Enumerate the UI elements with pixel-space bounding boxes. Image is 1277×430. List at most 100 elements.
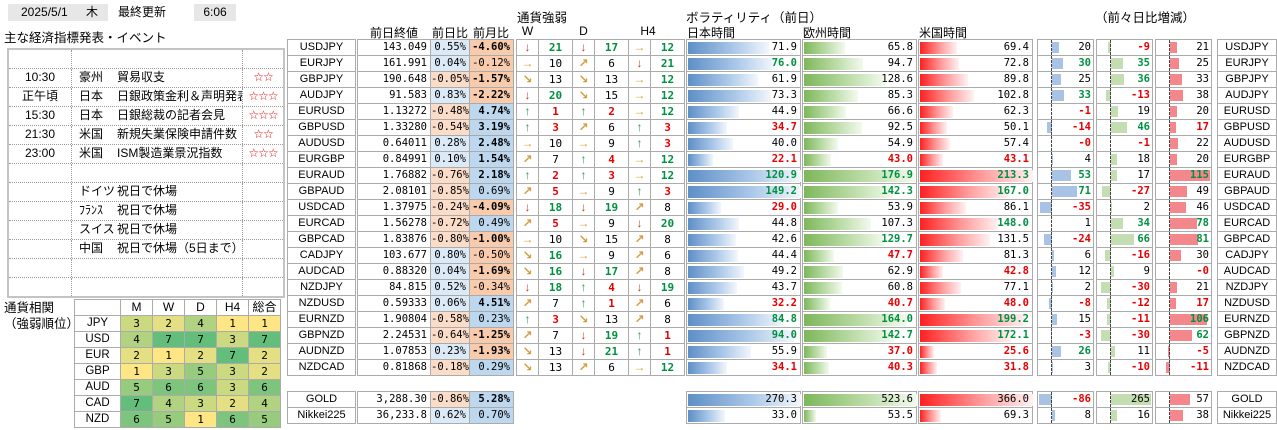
change-bar [1039,394,1052,405]
vol-value: 81.3 [1003,249,1029,261]
vol-bar [804,298,830,310]
vol-value: 44.9 [771,105,797,117]
strength-rank: 3 [650,183,685,200]
change-value: 2 [1143,201,1150,213]
vol-cell: 65.8 [802,39,917,56]
zero-axis-line [1051,120,1052,135]
event-time [9,278,72,296]
corr-currency-label: AUD [74,379,121,396]
close-cell: 0.59333 [357,295,431,312]
zero-axis-line [1169,264,1170,279]
zero-axis-line [1110,328,1111,343]
event-country: 豪州 [79,70,104,84]
change-bar [1170,314,1208,325]
change-bar [1052,170,1071,181]
vol-cell: 48.0 [918,295,1033,312]
change-cell: 78 [1155,215,1212,232]
vol-cell: 25.6 [918,343,1033,360]
strength-rank: 3 [594,167,629,184]
close-cell: 1.07853 [357,343,431,360]
vol-bar [920,138,950,150]
zero-axis-line [1110,296,1111,311]
vol-cell: 72.8 [918,55,1033,72]
pair-label-right: EURUSD [1217,103,1277,120]
strength-rank: 2 [538,167,573,184]
change-cell: 49 [1155,183,1212,200]
change-value: 33 [1078,89,1091,101]
strength-rank: 8 [650,199,685,216]
vol-bar [804,90,858,102]
strength-arrow-cell: ↑ [572,295,595,312]
change-cell: -10 [1096,359,1153,376]
change-cell: 53 [1037,167,1094,184]
strength-rank: 7 [538,295,573,312]
change-value: -14 [1072,121,1091,133]
strength-arrow-cell: ↑ [628,135,651,152]
corr-cell: 3 [216,363,249,380]
change-bar [1052,186,1077,197]
vol-value: 176.9 [881,169,913,181]
strength-col-d: D [579,24,588,38]
change-value: 62 [1196,329,1209,341]
strength-arrow-cell: ↑ [572,167,595,184]
event-row [9,278,283,296]
change-cell: 15 [1037,311,1094,328]
day-change-cell: 0.04% [430,55,470,72]
change-bar [1052,266,1057,277]
vol-bar [920,74,968,86]
day-change-cell: -0.54% [430,119,470,136]
close-cell: 84.815 [357,279,431,296]
vol-cell: 129.7 [802,231,917,248]
change-value: -30 [1131,329,1150,341]
strength-arrow-cell: ↑ [572,103,595,120]
change-value: 15 [1078,313,1091,325]
change-value: 17 [1137,169,1150,181]
vol-value: 62.3 [1003,105,1029,117]
vol-cell: 120.9 [686,167,801,184]
strength-right-arrow-icon: → [633,40,646,54]
pair-label: GBPCAD [287,231,356,248]
event-row [9,259,283,278]
change-cell: 17 [1155,295,1212,312]
zero-axis-line [1110,88,1111,103]
zero-axis-line [1169,232,1170,247]
vol-cell: 44.8 [686,215,801,232]
corr-cell: 4 [184,315,217,332]
change-cell: 25 [1155,55,1212,72]
strength-arrow-cell: ↑ [572,151,595,168]
change-bar [1101,186,1111,197]
vol-bar [804,42,845,54]
strength-rank: 4 [594,151,629,168]
strength-arrow-cell: → [516,135,539,152]
pair-label-right: AUDJPY [1217,87,1277,104]
vol-cell: 89.8 [918,71,1033,88]
strength-rank: 6 [594,55,629,72]
vol-cell: 77.1 [918,279,1033,296]
strength-down-right-arrow-icon: ↘ [522,248,533,262]
japan-time-header: 日本時間 [687,26,736,40]
star-rating: ☆☆ [242,126,283,144]
zero-axis-line [1110,216,1111,231]
strength-rank: 17 [594,39,629,56]
zero-axis-line [1169,40,1170,55]
corr-cell: 5 [184,363,217,380]
change-cell: -11 [1096,311,1153,328]
vol-bar [688,138,733,150]
change-value: 71 [1078,185,1091,197]
zero-axis-line [1051,104,1052,119]
change-cell: -12 [1096,295,1153,312]
close-cell: 36,233.8 [357,407,431,424]
pair-label-right: GBPUSD [1217,119,1277,136]
pair-label-right: AUDCAD [1217,263,1277,280]
event-time [9,202,72,220]
vol-cell: 47.7 [802,247,917,264]
month-change-cell: 5.28% [469,391,514,408]
vol-cell: 199.2 [918,311,1033,328]
strength-rank: 5 [538,183,573,200]
change-value: -1 [1078,105,1091,117]
vol-bar [688,346,751,358]
vol-value: 66.6 [887,105,913,117]
strength-arrow-cell: → [516,55,539,72]
vol-cell: 22.1 [686,151,801,168]
